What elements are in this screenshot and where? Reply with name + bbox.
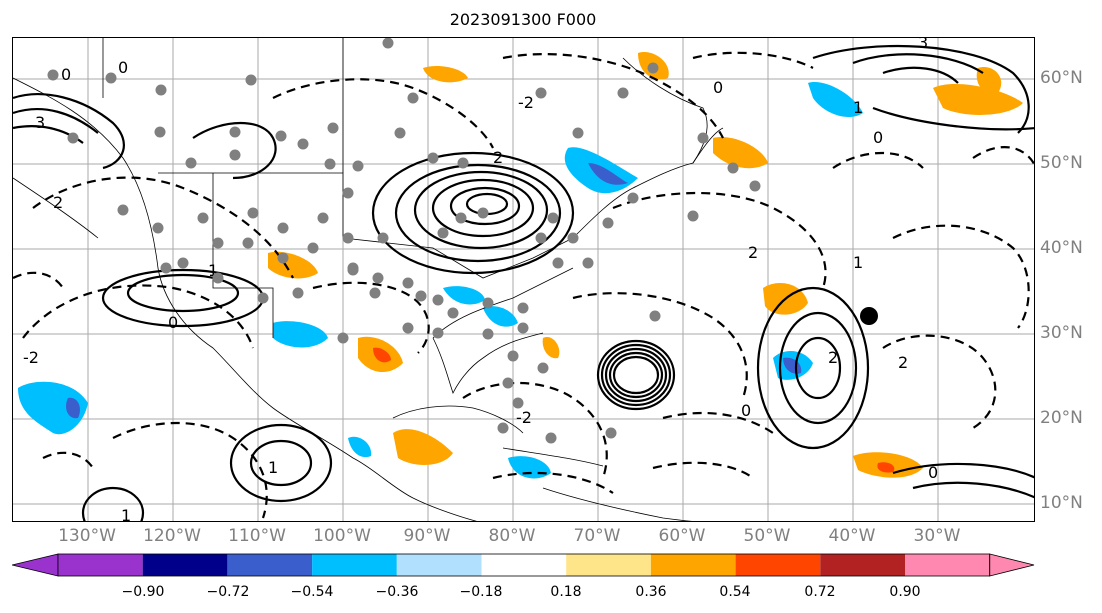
lon-label: 40°W — [828, 526, 876, 546]
contour-label: 0 — [928, 463, 938, 482]
colorbar-tick-label: −0.90 — [121, 584, 165, 600]
colorbar-tick-label: −0.18 — [459, 584, 503, 600]
contour-label: -2 — [516, 408, 532, 427]
lat-label: 50°N — [1040, 153, 1083, 173]
contour-label: 1 — [208, 261, 218, 280]
colorbar-tick-label: 0.72 — [804, 584, 836, 600]
lon-label: 50°W — [743, 526, 791, 546]
colorbar-extend-high — [989, 553, 1035, 577]
colorbar-segment — [650, 554, 736, 576]
colorbar-segment — [312, 554, 397, 576]
lon-label: 80°W — [488, 526, 536, 546]
lon-label: 120°W — [143, 526, 201, 546]
graticule — [13, 38, 1034, 521]
contour-label: 2 — [898, 353, 908, 372]
colorbar-segment — [820, 554, 905, 576]
colorbar — [12, 553, 1035, 577]
colorbar-tick-label: 0.54 — [719, 584, 751, 600]
colorbar-segment — [396, 554, 482, 576]
lat-label: 20°N — [1040, 408, 1083, 428]
lon-label: 130°W — [58, 526, 116, 546]
coastlines — [13, 38, 724, 521]
contour-label: 2 — [748, 243, 758, 262]
chart-title: 2023091300 F000 — [449, 10, 597, 29]
lon-label: 30°W — [913, 526, 961, 546]
contour-label: 0 — [118, 58, 128, 77]
colorbar-tick-label: 0.18 — [550, 584, 582, 600]
lon-label: 100°W — [313, 526, 371, 546]
station-dots — [47, 38, 761, 444]
map-canvas: 0 3 0 2 -2 0 3 1 0 1 0 2 1 2 -2 -2 1 1 2… — [13, 38, 1034, 522]
contour-label: -2 — [518, 93, 534, 112]
colorbar-tick-label: −0.54 — [290, 584, 334, 600]
colorbar-segment — [905, 554, 990, 576]
colorbar-segment — [735, 554, 821, 576]
lat-label: 60°N — [1040, 68, 1083, 88]
contour-label: 2 — [493, 148, 503, 167]
colorbar-tick-label: 0.36 — [635, 584, 667, 600]
contour-label: 0 — [873, 128, 883, 147]
map-panel: 0 3 0 2 -2 0 3 1 0 1 0 2 1 2 -2 -2 1 1 2… — [12, 37, 1035, 522]
lat-label: 10°N — [1040, 493, 1083, 513]
colorbar-segment — [566, 554, 651, 576]
colorbar-tick-label: −0.72 — [206, 584, 250, 600]
colorbar-extend-low — [12, 553, 59, 577]
contour-label: 2 — [53, 193, 63, 212]
colorbar-tick-label: 0.90 — [889, 584, 921, 600]
shaded-anomalies — [18, 52, 1023, 479]
lat-label: 30°N — [1040, 323, 1083, 343]
contour-label: 1 — [853, 98, 863, 117]
lat-label: 40°N — [1040, 238, 1083, 258]
contour-label: 2 — [828, 348, 838, 367]
contour-label: 1 — [853, 253, 863, 272]
contour-label: 1 — [121, 506, 131, 522]
lon-label: 110°W — [228, 526, 286, 546]
colorbar-segment — [142, 554, 228, 576]
colorbar-tick-label: −0.36 — [375, 584, 419, 600]
colorbar-segment — [481, 554, 567, 576]
lon-label: 90°W — [403, 526, 451, 546]
contour-label: 0 — [713, 78, 723, 97]
colorbar-segment — [227, 554, 313, 576]
negative-contours — [13, 51, 1034, 519]
contour-label: 3 — [35, 113, 45, 132]
colorbar-segment — [58, 554, 143, 576]
contour-labels: 0 3 0 2 -2 0 3 1 0 1 0 2 1 2 -2 -2 1 1 2… — [23, 38, 938, 522]
black-marker — [860, 307, 878, 325]
contour-label: 0 — [741, 401, 751, 420]
positive-contours — [13, 44, 1034, 521]
lon-label: 60°W — [658, 526, 706, 546]
contour-label: 1 — [268, 458, 278, 477]
lon-label: 70°W — [573, 526, 621, 546]
contour-label: 0 — [168, 313, 178, 332]
contour-label: -2 — [23, 348, 39, 367]
contour-label: 0 — [61, 65, 71, 84]
contour-label: 3 — [918, 38, 928, 52]
